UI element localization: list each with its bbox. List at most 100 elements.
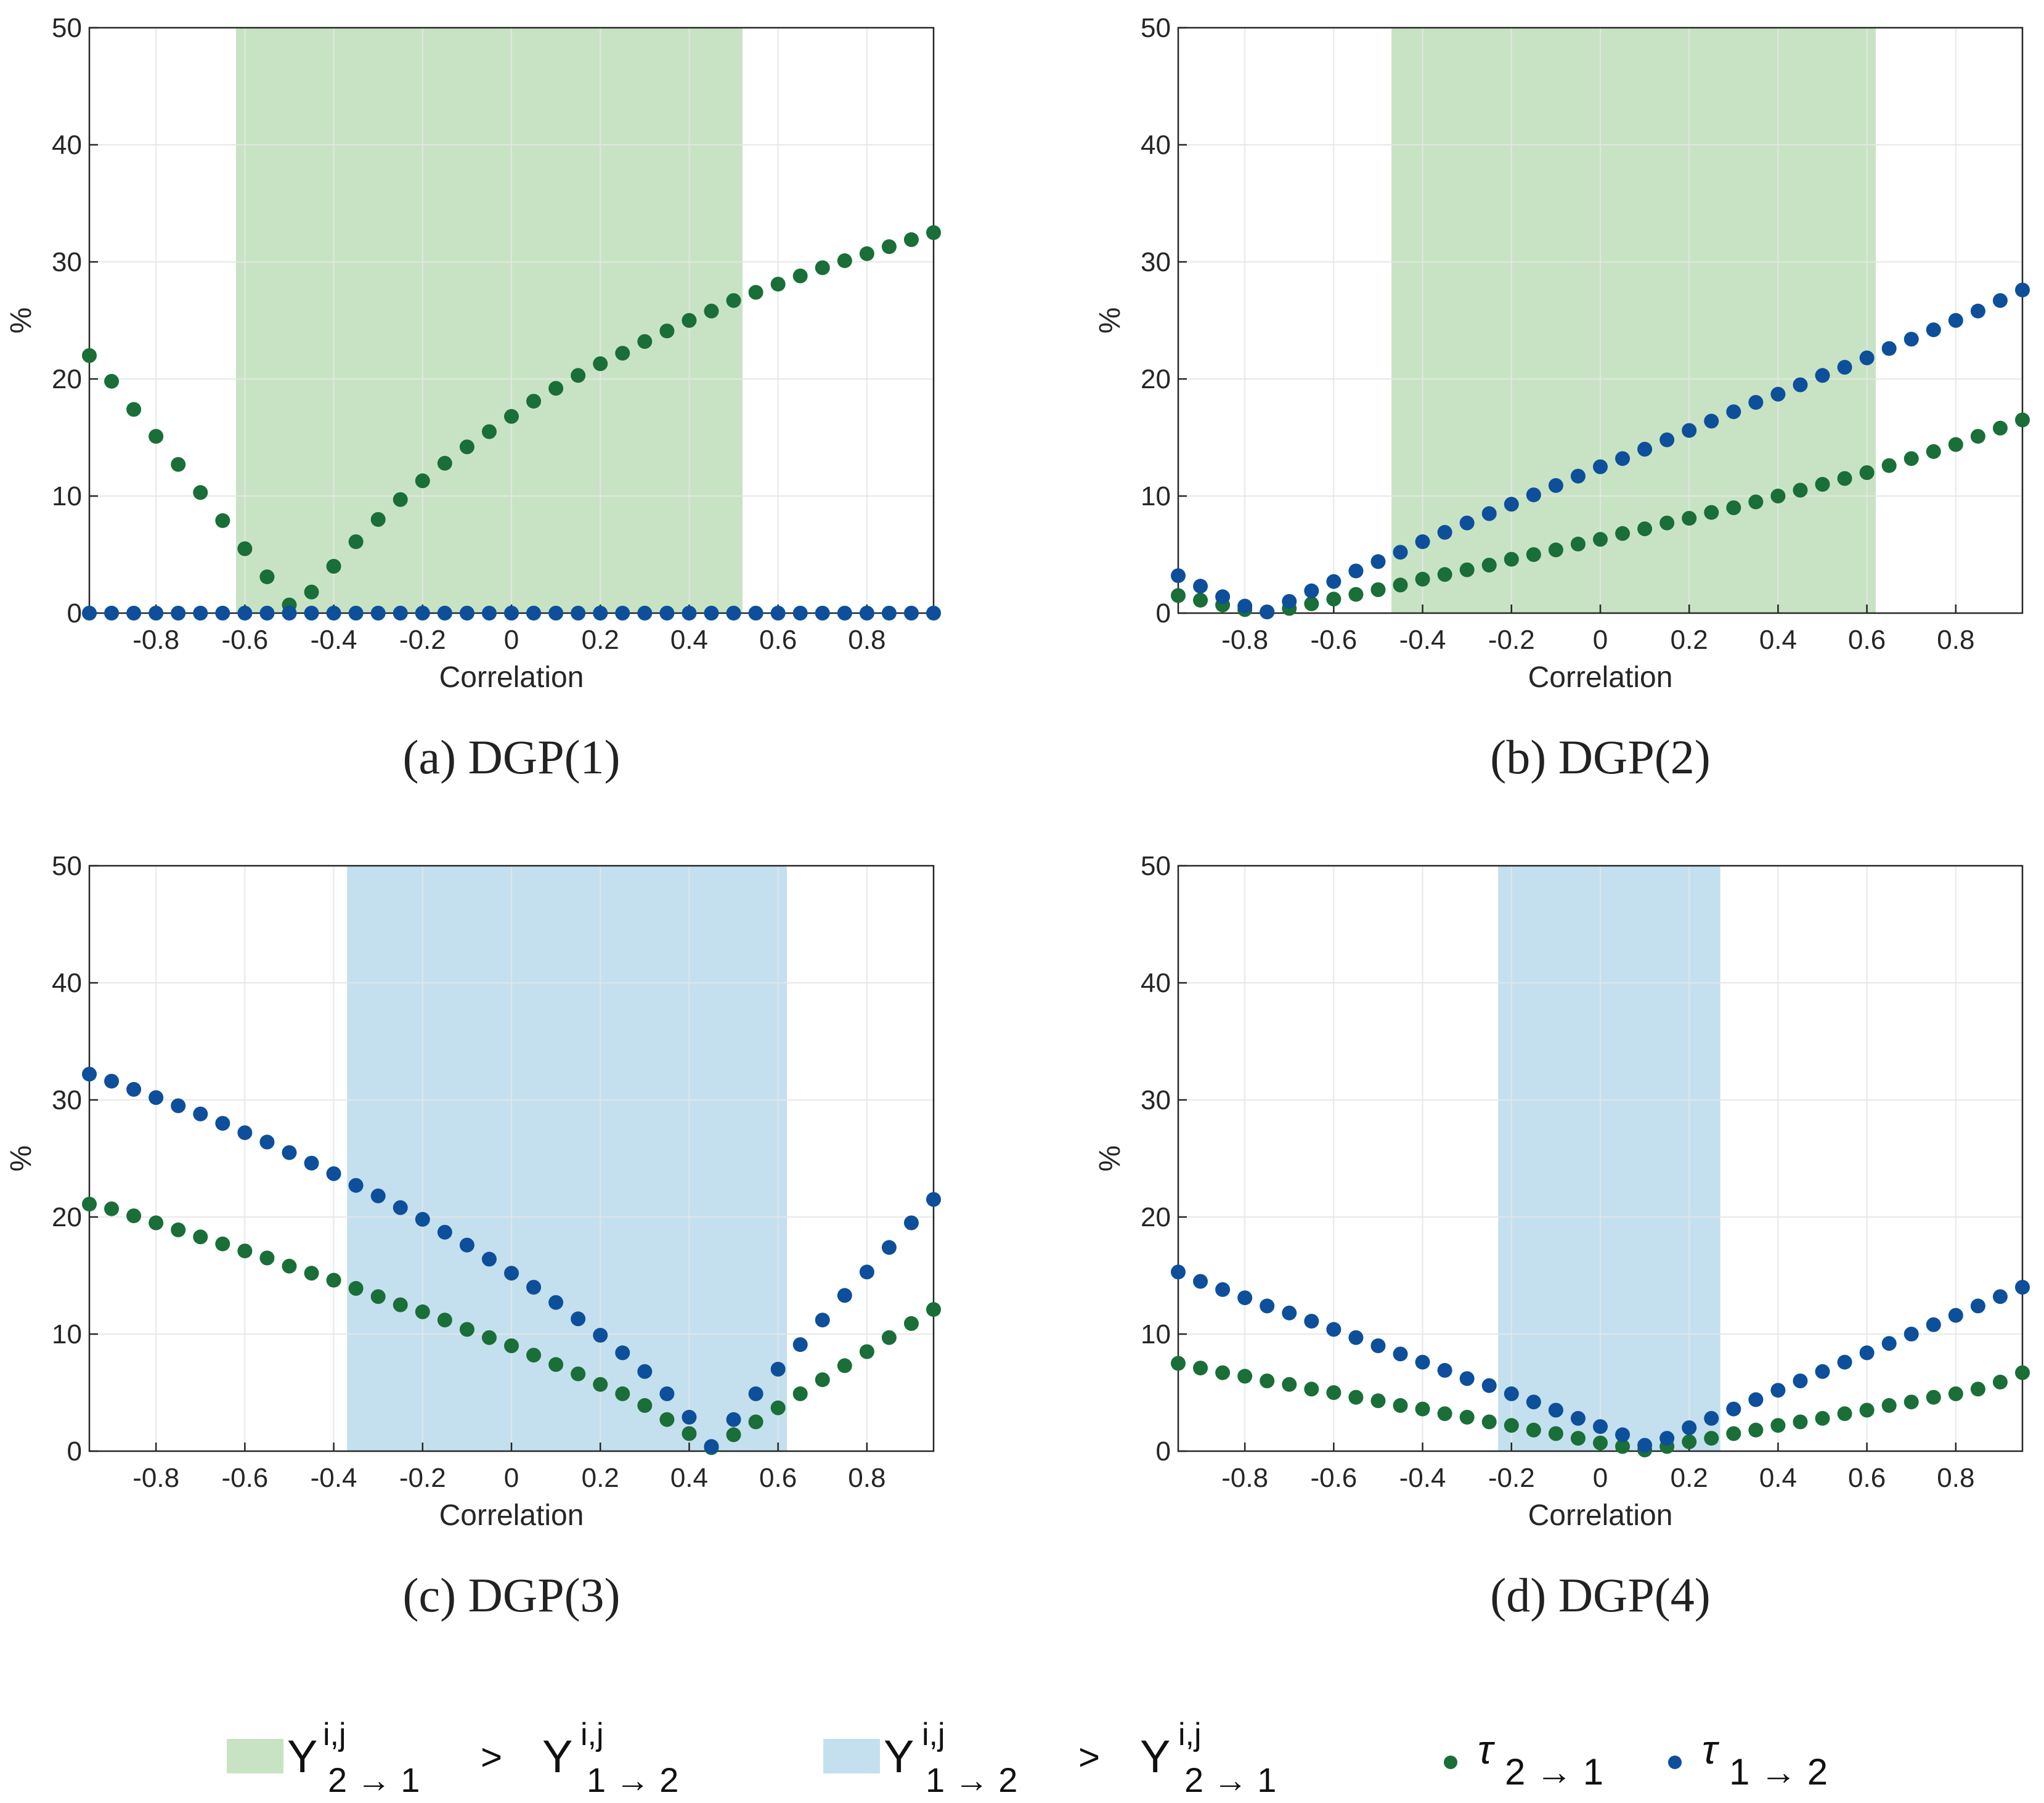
legend-op-a: >: [481, 1736, 502, 1778]
data-point: [1615, 1439, 1631, 1454]
data-point: [637, 334, 653, 349]
y-tick-label: 20: [52, 364, 82, 394]
y-tick-label: 40: [52, 968, 82, 998]
data-point: [259, 569, 275, 585]
data-point: [2015, 1280, 2030, 1295]
data-point: [104, 1201, 120, 1216]
legend-upsilon-a2: Υ: [542, 1731, 572, 1782]
data-point: [1970, 429, 1985, 444]
data-point: [1793, 1414, 1808, 1430]
data-point: [259, 606, 275, 621]
data-point: [1992, 420, 2008, 436]
data-point: [682, 1409, 697, 1425]
x-axis-label: Correlation: [439, 661, 584, 694]
legend-green-swatch: [227, 1739, 283, 1773]
data-point: [1793, 482, 1808, 498]
data-point: [1171, 568, 1186, 584]
legend-tau-b: τ: [1702, 1727, 1720, 1772]
data-point: [1859, 1345, 1875, 1361]
data-point: [104, 606, 120, 621]
data-point: [1793, 377, 1808, 393]
data-point: [903, 606, 919, 621]
x-tick-label: -0.4: [311, 625, 357, 655]
data-point: [926, 606, 941, 621]
data-point: [726, 606, 741, 621]
data-point: [704, 303, 719, 319]
chart-panel-3: -0.8 -0.6 -0.4 -0.2 0 0.2 0.4 0.6 0.8 0 10 20 30 40 50…: [5, 851, 941, 1622]
data-point: [82, 348, 97, 363]
x-tick-label: -0.2: [399, 625, 446, 655]
data-point: [1593, 459, 1608, 474]
legend-blue-dot: [1668, 1756, 1682, 1769]
data-point: [881, 239, 897, 254]
data-point: [1415, 1401, 1430, 1417]
data-point: [1504, 497, 1519, 512]
data-point: [459, 606, 474, 621]
data-point: [1526, 487, 1541, 503]
y-tick-label: 20: [1141, 1202, 1171, 1232]
data-point: [437, 606, 452, 621]
shaded-band: [1391, 28, 1876, 613]
data-point: [1704, 1410, 1719, 1426]
data-point: [393, 606, 408, 621]
data-point: [903, 1316, 919, 1331]
data-point: [1415, 534, 1430, 550]
data-point: [1793, 1374, 1808, 1388]
data-point: [1437, 524, 1452, 540]
legend-tau-sub-b: 1 → 2: [1729, 1751, 1828, 1793]
data-point: [1504, 551, 1519, 567]
data-point: [1748, 1392, 1764, 1407]
data-point: [171, 457, 186, 472]
data-point: [1570, 1410, 1586, 1426]
x-tick-label: -0.2: [1488, 1463, 1535, 1493]
data-point: [1881, 458, 1897, 473]
data-point: [237, 1243, 253, 1259]
data-point: [770, 606, 786, 621]
data-point: [1193, 1274, 1208, 1289]
data-point: [859, 1264, 874, 1280]
data-point: [726, 1412, 741, 1427]
data-point: [1504, 1418, 1519, 1433]
data-point: [104, 373, 120, 389]
data-point: [526, 606, 542, 621]
data-point: [1548, 478, 1563, 493]
legend-sub-a2: 1 → 2: [587, 1760, 678, 1799]
data-point: [326, 606, 341, 621]
data-point: [1171, 588, 1186, 603]
data-point: [1748, 494, 1764, 510]
data-point: [1437, 567, 1452, 582]
x-tick-label: -0.2: [399, 1463, 446, 1493]
data-point: [481, 1252, 497, 1267]
data-point: [1370, 554, 1386, 569]
data-point: [1904, 1327, 1919, 1341]
data-point: [304, 1155, 319, 1171]
data-point: [1770, 1383, 1786, 1398]
legend-upsilon-a: Υ: [287, 1731, 317, 1782]
x-axis-label: Correlation: [1528, 661, 1673, 694]
legend-upsilon-b2: Υ: [1140, 1731, 1170, 1782]
data-point: [859, 606, 874, 621]
data-point: [859, 246, 874, 261]
data-point: [459, 1237, 474, 1253]
data-point: [193, 485, 208, 500]
data-point: [1859, 350, 1875, 365]
data-point: [1593, 1419, 1608, 1435]
data-point: [1526, 1394, 1541, 1410]
y-tick-label: 30: [52, 247, 82, 277]
data-point: [726, 1427, 741, 1443]
data-point: [1748, 395, 1764, 410]
legend-sup-a2: i,j: [580, 1717, 604, 1752]
data-point: [1837, 1354, 1852, 1370]
data-point: [926, 1302, 941, 1317]
x-tick-label: -0.8: [132, 625, 179, 655]
data-point: [1948, 437, 1963, 452]
data-point: [459, 1322, 474, 1337]
data-point: [1970, 1298, 1985, 1314]
y-tick-label: 30: [1141, 247, 1171, 277]
y-axis-label: %: [5, 1146, 38, 1172]
data-point: [637, 1398, 653, 1413]
data-point: [726, 293, 741, 308]
data-point: [1970, 303, 1985, 319]
x-tick-label: 0.2: [582, 1463, 619, 1493]
data-point: [1237, 1290, 1253, 1306]
